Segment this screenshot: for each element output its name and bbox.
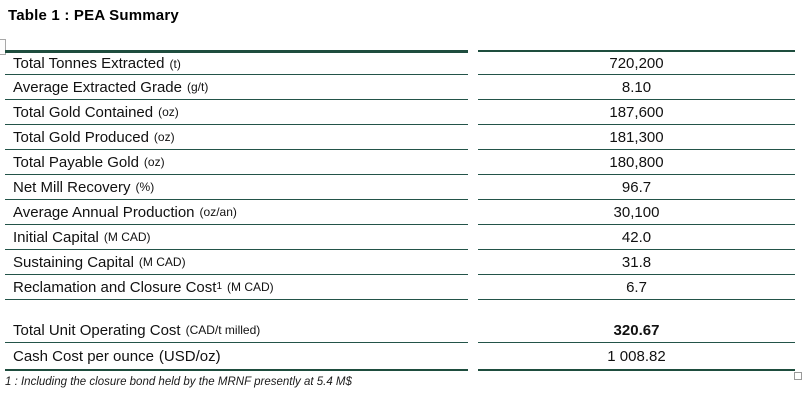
row-label: Total Tonnes Extracted (t) — [5, 50, 468, 75]
row-value: 180,800 — [478, 150, 795, 175]
table-left-cell-marker — [0, 39, 6, 55]
row-label: Total Unit Operating Cost (CAD/t milled) — [5, 318, 468, 343]
end-of-table-marker — [794, 372, 802, 380]
table-row: Total Gold Contained (oz) 187,600 — [5, 100, 795, 125]
table-row: Net Mill Recovery (%) 96.7 — [5, 175, 795, 200]
page-title: Table 1 : PEA Summary — [8, 7, 179, 24]
column-gap — [468, 318, 478, 343]
table-footnote: 1 : Including the closure bond held by t… — [5, 376, 352, 388]
table-row: Cash Cost per ounce (USD/oz) 1 008.82 — [5, 343, 795, 371]
table-row: Total Unit Operating Cost (CAD/t milled) 3… — [5, 318, 795, 343]
table-row: Total Gold Produced (oz) 181,300 — [5, 125, 795, 150]
row-unit: (oz/an) — [199, 205, 237, 219]
row-unit: (USD/oz) — [158, 347, 221, 365]
row-value: 181,300 — [478, 125, 795, 150]
row-unit: (oz) — [158, 105, 179, 119]
row-label-text: Reclamation and Closure Cost — [13, 278, 217, 296]
row-label-text: Average Annual Production — [13, 203, 195, 221]
row-unit: (M CAD) — [138, 255, 186, 269]
table-row: Reclamation and Closure Cost 1 (M CAD) 6.7 — [5, 275, 795, 300]
column-gap — [468, 275, 478, 300]
row-label-text: Total Tonnes Extracted — [13, 55, 165, 72]
row-unit: (oz) — [153, 130, 175, 144]
column-gap — [468, 250, 478, 275]
row-label-text: Net Mill Recovery — [13, 178, 131, 196]
row-label: Total Gold Contained (oz) — [5, 100, 468, 125]
pea-table: Total Tonnes Extracted (t) 720,200 Average … — [5, 50, 795, 371]
column-gap — [468, 100, 478, 125]
column-gap — [468, 225, 478, 250]
table-row: Average Extracted Grade (g/t) 8.10 — [5, 75, 795, 100]
row-value: 31.8 — [478, 250, 795, 275]
row-value: 42.0 — [478, 225, 795, 250]
row-unit: (t) — [169, 56, 181, 71]
row-label: Average Annual Production (oz/an) — [5, 200, 468, 225]
row-value: 96.7 — [478, 175, 795, 200]
row-label: Total Gold Produced (oz) — [5, 125, 468, 150]
row-value: 6.7 — [478, 275, 795, 300]
column-gap — [468, 75, 478, 100]
column-gap — [468, 150, 478, 175]
row-label: Initial Capital (M CAD) — [5, 225, 468, 250]
table-row: Average Annual Production (oz/an) 30,100 — [5, 200, 795, 225]
row-label: Net Mill Recovery (%) — [5, 175, 468, 200]
row-label-text: Total Gold Contained — [13, 103, 154, 121]
row-label-text: Cash Cost per ounce — [13, 347, 154, 365]
row-value: 187,600 — [478, 100, 795, 125]
row-label-text: Total Unit Operating Cost — [13, 321, 181, 339]
row-label-text: Sustaining Capital — [13, 253, 134, 271]
row-label: Cash Cost per ounce (USD/oz) — [5, 343, 468, 371]
table-row: Total Tonnes Extracted (t) 720,200 — [5, 50, 795, 75]
table-row: Sustaining Capital (M CAD) 31.8 — [5, 250, 795, 275]
row-value: 8.10 — [478, 75, 795, 100]
column-gap — [468, 343, 478, 371]
row-label-text: Total Payable Gold — [13, 153, 139, 171]
row-value: 320.67 — [478, 318, 795, 343]
row-unit: (M CAD) — [103, 230, 151, 244]
column-gap — [468, 125, 478, 150]
table-row: Initial Capital (M CAD) 42.0 — [5, 225, 795, 250]
row-unit: (M CAD) — [227, 280, 274, 294]
row-label: Total Payable Gold (oz) — [5, 150, 468, 175]
row-label-text: Initial Capital — [13, 228, 99, 246]
row-label: Reclamation and Closure Cost 1 (M CAD) — [5, 275, 468, 300]
row-value: 720,200 — [478, 50, 795, 75]
row-value: 30,100 — [478, 200, 795, 225]
column-gap — [468, 50, 478, 75]
row-label-text: Average Extracted Grade — [13, 78, 182, 96]
row-value: 1 008.82 — [478, 343, 795, 371]
column-gap — [468, 175, 478, 200]
row-unit: (oz) — [143, 155, 165, 169]
row-label: Sustaining Capital (M CAD) — [5, 250, 468, 275]
column-gap — [468, 200, 478, 225]
row-unit: (g/t) — [186, 80, 209, 94]
table-spacer-row — [5, 300, 795, 318]
row-label-text: Total Gold Produced — [13, 128, 149, 146]
row-label: Average Extracted Grade (g/t) — [5, 75, 468, 100]
row-unit: (CAD/t milled) — [185, 323, 261, 337]
table-row: Total Payable Gold (oz) 180,800 — [5, 150, 795, 175]
row-unit: (%) — [135, 180, 155, 194]
